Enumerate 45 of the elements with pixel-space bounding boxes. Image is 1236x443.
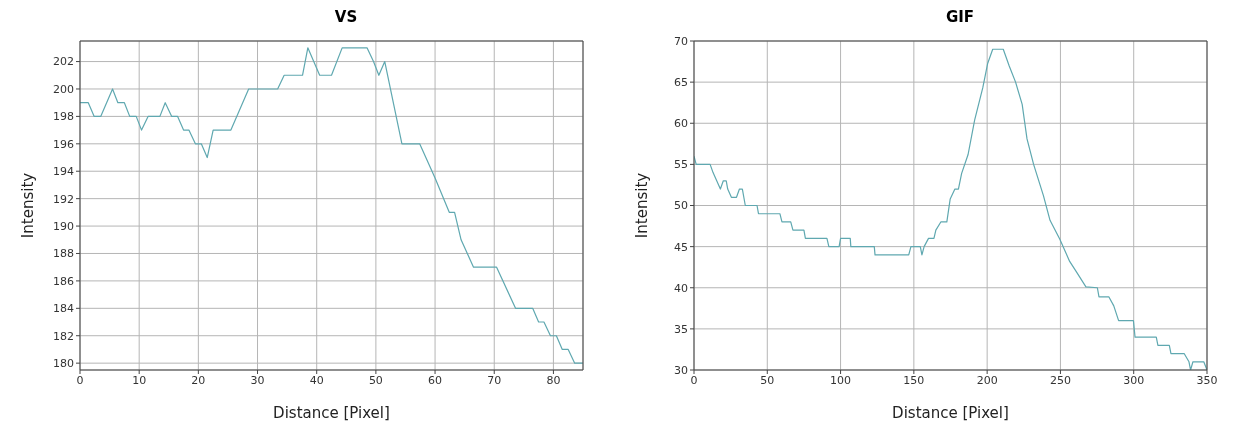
x-tick-label: 40 — [309, 373, 324, 387]
x-tick-label: 60 — [428, 373, 443, 387]
y-tick-label: 60 — [674, 117, 688, 131]
chart-title: GIF — [944, 8, 976, 28]
line-series — [80, 47, 583, 364]
x-tick-label: 10 — [132, 373, 147, 387]
x-tick-label: 80 — [546, 373, 561, 387]
x-tick-label: 70 — [487, 373, 502, 387]
y-tick-label: 202 — [53, 55, 74, 69]
y-tick-label: 198 — [53, 110, 74, 124]
y-tick-label: 194 — [53, 165, 74, 179]
x-tick-label: 150 — [903, 373, 925, 387]
y-tick-label: 30 — [674, 363, 688, 377]
y-tick-label: 184 — [53, 302, 74, 316]
x-tick-label: 100 — [830, 373, 852, 387]
y-tick-label: 40 — [674, 281, 688, 295]
x-tick-label: 0 — [76, 373, 84, 387]
y-tick-label: 188 — [53, 247, 74, 261]
y-tick-label: 65 — [674, 76, 688, 90]
x-tick-label: 300 — [1123, 373, 1145, 387]
y-tick-label: 196 — [53, 137, 74, 151]
x-tick-label: 30 — [250, 373, 265, 387]
x-axis-title: Distance [Pixel] — [892, 404, 1009, 422]
x-tick-label: 0 — [690, 373, 698, 387]
x-axis-title: Distance [Pixel] — [273, 404, 390, 422]
y-tick-label: 55 — [674, 158, 688, 172]
y-tick-label: 200 — [53, 82, 74, 96]
y-tick-label: 50 — [674, 199, 688, 213]
x-tick-label: 350 — [1196, 373, 1218, 387]
x-tick-label: 50 — [760, 373, 775, 387]
y-tick-label: 45 — [674, 240, 688, 254]
x-tick-label: 250 — [1049, 373, 1071, 387]
y-tick-label: 192 — [53, 192, 74, 206]
y-tick-label: 35 — [674, 322, 688, 336]
y-tick-label: 70 — [674, 34, 688, 48]
y-tick-label: 182 — [53, 329, 74, 343]
x-tick-label: 200 — [976, 373, 998, 387]
y-axis-title: Intensity — [633, 172, 652, 239]
chart-title: VS — [333, 8, 359, 28]
y-tick-label: 180 — [53, 357, 74, 371]
y-tick-label: 186 — [53, 274, 74, 288]
x-tick-label: 50 — [368, 373, 383, 387]
y-axis-title: Intensity — [19, 172, 38, 239]
y-tick-label: 190 — [53, 219, 74, 233]
x-tick-label: 20 — [191, 373, 206, 387]
